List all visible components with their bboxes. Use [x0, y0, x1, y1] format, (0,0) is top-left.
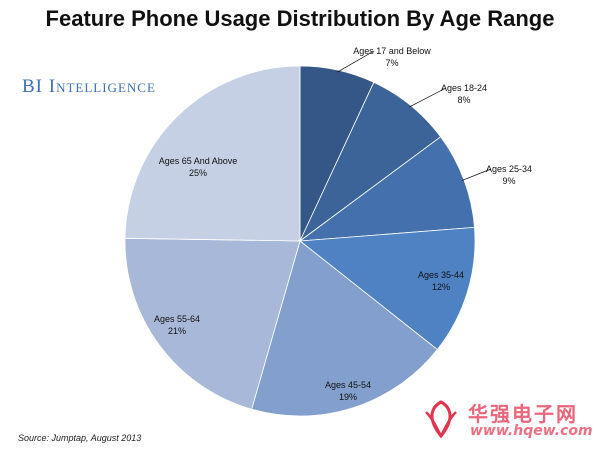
slice-label: Ages 18-24: [441, 83, 487, 93]
leader-lines: [337, 50, 492, 181]
leader-line: [461, 168, 492, 181]
slice-label: Ages 35-44: [418, 270, 464, 280]
watermark-url: www.hqew.com: [470, 423, 593, 439]
slice-value-label: 7%: [385, 58, 398, 68]
slice-label: Ages 55-64: [154, 314, 200, 324]
watermark-logo-icon: [425, 400, 457, 439]
brand-logo: BI Intelligence: [22, 76, 156, 97]
watermark: 华强电子网 www.hqew.com: [420, 396, 600, 444]
slice-value-label: 25%: [189, 168, 207, 178]
source-note: Source: Jumptap, August 2013: [18, 433, 142, 443]
slice-labels: Ages 17 and Below 7% Ages 18-24 8% Ages 25-3…: [154, 46, 532, 402]
slice-label: Ages 17 and Below: [353, 46, 431, 56]
slice-value-label: 12%: [432, 282, 450, 292]
pie-slice: [298, 226, 476, 351]
slice-value-label: 9%: [502, 176, 515, 186]
pie-slice: [124, 237, 301, 410]
slice-value-label: 19%: [339, 392, 357, 402]
pie-slices: [124, 65, 476, 417]
slice-value-label: 8%: [457, 95, 470, 105]
slice-label: Ages 65 And Above: [159, 156, 238, 166]
chart-title: Feature Phone Usage Distribution By Age …: [45, 6, 555, 31]
watermark-name: 华强电子网: [468, 402, 578, 426]
slice-label: Ages 45-54: [325, 380, 371, 390]
leader-line: [409, 87, 447, 108]
slice-value-label: 21%: [168, 326, 186, 336]
leader-line: [337, 50, 375, 73]
slice-label: Ages 25-34: [486, 164, 532, 174]
pie-slice: [124, 65, 301, 242]
pie-slice: [251, 240, 438, 417]
